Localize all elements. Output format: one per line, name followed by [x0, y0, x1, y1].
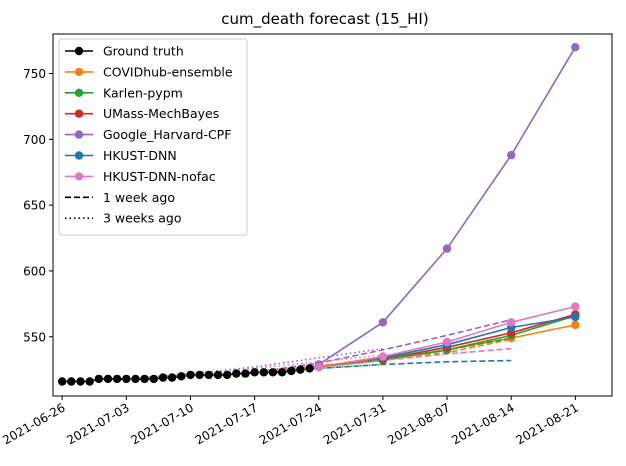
x-tick-label-2021-08-07: 2021-08-07 — [385, 400, 452, 447]
legend-label-covidhub-ensemble: COVIDhub-ensemble — [103, 64, 233, 79]
y-tick-label-750: 750 — [23, 67, 46, 81]
point-ground-truth-solid-23 — [268, 368, 278, 377]
point-hkust-dnn-nofac-solid-4 — [571, 302, 580, 311]
x-tick-label-2021-08-21: 2021-08-21 — [513, 400, 580, 447]
point-google-harvard-cpf-solid-4 — [571, 43, 580, 52]
point-ground-truth-solid-25 — [287, 366, 296, 376]
legend-marker-hkust-dnn-nofac — [74, 172, 84, 181]
point-ground-truth-solid-9 — [140, 374, 149, 384]
point-ground-truth-solid-21 — [250, 368, 259, 377]
point-hkust-dnn-nofac-solid-0 — [314, 362, 323, 372]
legend-label-3-weeks-ago: 3 weeks ago — [103, 211, 182, 226]
point-ground-truth-solid-18 — [222, 370, 232, 380]
y-tick-label-600: 600 — [23, 264, 46, 278]
point-ground-truth-solid-1 — [67, 377, 76, 386]
point-ground-truth-solid-5 — [103, 374, 113, 384]
legend-marker-hkust-dnn — [74, 151, 84, 160]
point-ground-truth-solid-12 — [167, 373, 177, 382]
point-covidhub-ensemble-solid-4 — [571, 320, 580, 330]
point-ground-truth-solid-6 — [112, 374, 122, 384]
legend-marker-umass-mechbayes — [74, 109, 84, 118]
point-google-harvard-cpf-solid-3 — [507, 150, 516, 160]
point-ground-truth-solid-15 — [195, 370, 204, 380]
y-axis: 550 600 650 700 750 — [23, 67, 53, 344]
point-google-harvard-cpf-solid-1 — [378, 318, 388, 327]
series-line-hkust-dnn-nofac-solid — [318, 305, 576, 368]
legend-label-umass-mechbayes: UMass-MechBayes — [103, 106, 219, 121]
point-ground-truth-solid-19 — [232, 369, 241, 378]
legend-box — [58, 38, 248, 236]
point-hkust-dnn-nofac-solid-2 — [442, 337, 452, 347]
point-ground-truth-solid-24 — [277, 368, 287, 377]
legend-label-google-harvard-cpf: Google_Harvard-CPF — [103, 127, 231, 142]
x-tick-label-2021-07-03: 2021-07-03 — [64, 400, 131, 447]
point-hkust-dnn-nofac-solid-1 — [378, 352, 388, 361]
legend: Ground truth COVIDhub-ensemble Karlen-pypm… — [58, 38, 248, 236]
legend-marker-google-harvard-cpf — [74, 130, 84, 139]
point-ground-truth-solid-10 — [149, 374, 158, 384]
point-ground-truth-solid-20 — [241, 369, 250, 378]
point-ground-truth-solid-4 — [94, 374, 104, 384]
point-ground-truth-solid-26 — [296, 365, 305, 374]
point-ground-truth-solid-8 — [131, 374, 140, 384]
point-ground-truth-solid-11 — [158, 373, 168, 382]
legend-label-1-week-ago: 1 week ago — [103, 190, 175, 205]
point-ground-truth-solid-17 — [213, 370, 223, 380]
point-hkust-dnn-solid-4 — [571, 312, 580, 322]
y-tick-label-700: 700 — [23, 133, 46, 147]
x-axis: 2021-06-262021-07-032021-07-102021-07-17… — [0, 396, 581, 447]
point-ground-truth-solid-22 — [259, 368, 268, 377]
legend-marker-covidhub-ensemble — [74, 67, 84, 77]
y-tick-label-650: 650 — [23, 199, 46, 213]
x-tick-label-2021-07-10: 2021-07-10 — [129, 400, 196, 447]
point-ground-truth-solid-13 — [177, 372, 186, 381]
y-tick-label-550: 550 — [23, 330, 46, 344]
point-ground-truth-solid-14 — [186, 370, 195, 380]
x-tick-label-2021-06-26: 2021-06-26 — [0, 400, 67, 447]
point-ground-truth-solid-3 — [85, 377, 94, 386]
legend-label-hkust-dnn: HKUST-DNN — [103, 148, 177, 163]
point-google-harvard-cpf-solid-2 — [442, 244, 452, 253]
x-tick-label-2021-07-24: 2021-07-24 — [257, 400, 324, 447]
legend-marker-karlen-pypm — [74, 88, 84, 98]
point-ground-truth-solid-0 — [58, 377, 67, 386]
legend-marker-ground-truth — [74, 46, 84, 56]
legend-label-karlen-pypm: Karlen-pypm — [103, 85, 183, 100]
x-tick-label-2021-07-17: 2021-07-17 — [193, 400, 260, 447]
x-tick-label-2021-08-14: 2021-08-14 — [449, 400, 516, 447]
point-ground-truth-solid-27 — [305, 364, 314, 373]
plot-frame — [52, 33, 613, 397]
legend-label-ground-truth: Ground truth — [103, 44, 184, 59]
legend-label-hkust-dnn-nofac: HKUST-DNN-nofac — [103, 169, 216, 184]
series-markers — [58, 43, 580, 386]
point-ground-truth-solid-2 — [76, 377, 85, 386]
point-ground-truth-solid-7 — [122, 374, 131, 384]
x-tick-label-2021-07-31: 2021-07-31 — [321, 400, 388, 447]
series-line-google-harvard-cpf-solid — [318, 46, 576, 366]
chart-title: cum_death forecast (15_HI) — [221, 10, 428, 29]
series-line-forecast-10-dashed — [254, 318, 512, 374]
point-ground-truth-solid-16 — [204, 370, 213, 380]
point-hkust-dnn-nofac-solid-3 — [507, 318, 516, 327]
